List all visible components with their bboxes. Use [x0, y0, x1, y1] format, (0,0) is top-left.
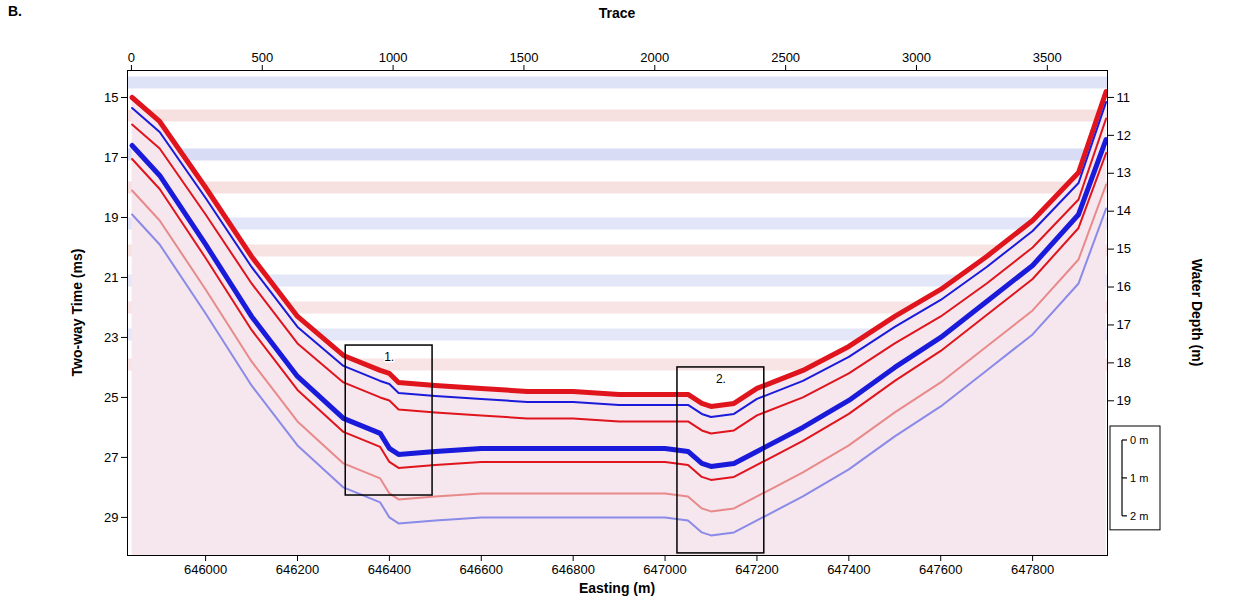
svg-text:27: 27: [104, 450, 118, 465]
svg-text:1 m: 1 m: [1130, 472, 1148, 484]
svg-text:2.: 2.: [716, 372, 726, 386]
svg-text:18: 18: [1117, 355, 1131, 370]
svg-text:13: 13: [1117, 165, 1131, 180]
svg-text:646200: 646200: [276, 562, 319, 577]
svg-text:1500: 1500: [509, 50, 538, 65]
svg-text:14: 14: [1117, 203, 1131, 218]
svg-text:Water Depth (m): Water Depth (m): [1189, 259, 1205, 367]
svg-text:23: 23: [104, 330, 118, 345]
svg-text:0: 0: [128, 50, 135, 65]
svg-text:647800: 647800: [1011, 562, 1054, 577]
svg-text:2500: 2500: [771, 50, 800, 65]
svg-text:1000: 1000: [379, 50, 408, 65]
svg-text:29: 29: [104, 510, 118, 525]
svg-text:646800: 646800: [551, 562, 594, 577]
svg-text:17: 17: [1117, 317, 1131, 332]
svg-text:21: 21: [104, 270, 118, 285]
svg-text:646400: 646400: [368, 562, 411, 577]
svg-text:19: 19: [104, 210, 118, 225]
svg-text:11: 11: [1117, 90, 1131, 105]
svg-text:646600: 646600: [460, 562, 503, 577]
svg-text:B.: B.: [8, 3, 22, 19]
svg-text:3000: 3000: [902, 50, 931, 65]
svg-text:647400: 647400: [827, 562, 870, 577]
svg-text:Two-way Time (ms): Two-way Time (ms): [69, 249, 85, 377]
svg-text:2000: 2000: [640, 50, 669, 65]
svg-text:646000: 646000: [184, 562, 227, 577]
svg-text:3500: 3500: [1033, 50, 1062, 65]
svg-text:12: 12: [1117, 128, 1131, 143]
svg-text:647600: 647600: [919, 562, 962, 577]
svg-text:Easting (m): Easting (m): [579, 580, 655, 596]
svg-text:15: 15: [1117, 241, 1131, 256]
svg-text:15: 15: [104, 90, 118, 105]
svg-text:500: 500: [251, 50, 273, 65]
svg-text:2 m: 2 m: [1130, 510, 1148, 522]
svg-text:647000: 647000: [643, 562, 686, 577]
svg-text:19: 19: [1117, 393, 1131, 408]
svg-text:17: 17: [104, 150, 118, 165]
svg-text:0 m: 0 m: [1130, 434, 1148, 446]
svg-text:1.: 1.: [384, 350, 394, 364]
svg-text:25: 25: [104, 390, 118, 405]
svg-text:Trace: Trace: [599, 5, 636, 21]
svg-text:16: 16: [1117, 279, 1131, 294]
svg-text:647200: 647200: [735, 562, 778, 577]
